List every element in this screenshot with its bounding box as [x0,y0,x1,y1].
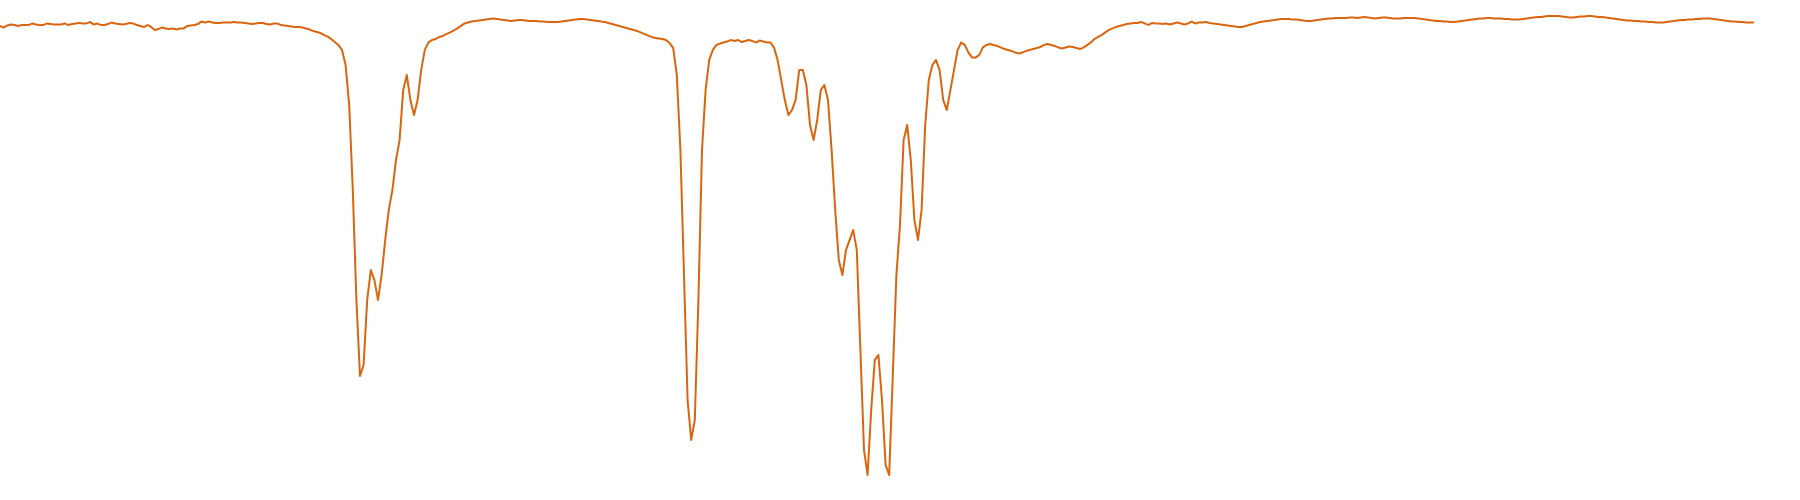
series-line-0 [0,15,1755,476]
